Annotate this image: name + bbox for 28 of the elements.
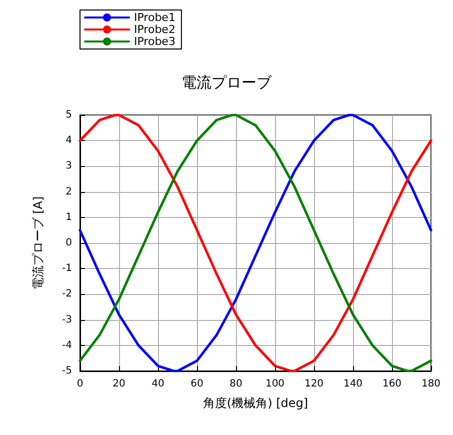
x-tick-label: 60 <box>190 378 204 390</box>
y-tick-label: -1 <box>62 263 72 274</box>
y-tick-label: 3 <box>66 160 72 172</box>
y-tick-label: -2 <box>62 288 72 300</box>
y-axis-title: 電流プローブ [A] <box>31 196 45 290</box>
y-tick-label: 0 <box>66 238 72 248</box>
x-tick-label: 140 <box>343 378 363 390</box>
y-tick-label: 4 <box>66 135 72 146</box>
x-tick-label: 180 <box>421 378 441 390</box>
y-tick-label: -5 <box>62 366 72 376</box>
x-tick-label: 20 <box>112 378 126 390</box>
legend-label: IProbe1 <box>134 11 176 24</box>
x-tick-label: 0 <box>76 378 84 390</box>
chart-title: 電流プローブ <box>182 74 272 92</box>
y-tick-label: 1 <box>66 212 72 223</box>
y-tick-label: -3 <box>62 314 72 326</box>
y-tick-label: 5 <box>66 110 72 120</box>
x-tick-label: 100 <box>265 378 285 390</box>
line-series <box>78 114 432 372</box>
legend-label: IProbe3 <box>134 35 176 48</box>
legend-label: IProbe2 <box>134 23 176 36</box>
x-tick-label: 80 <box>230 378 242 390</box>
x-axis-title: 角度(機械角) [deg] <box>202 396 308 410</box>
y-tick-label: 2 <box>66 186 72 198</box>
x-tick-label: 40 <box>152 378 164 390</box>
x-tick-label: 120 <box>304 378 324 390</box>
x-tick-label: 160 <box>382 378 402 390</box>
y-tick-label: -4 <box>62 340 72 351</box>
